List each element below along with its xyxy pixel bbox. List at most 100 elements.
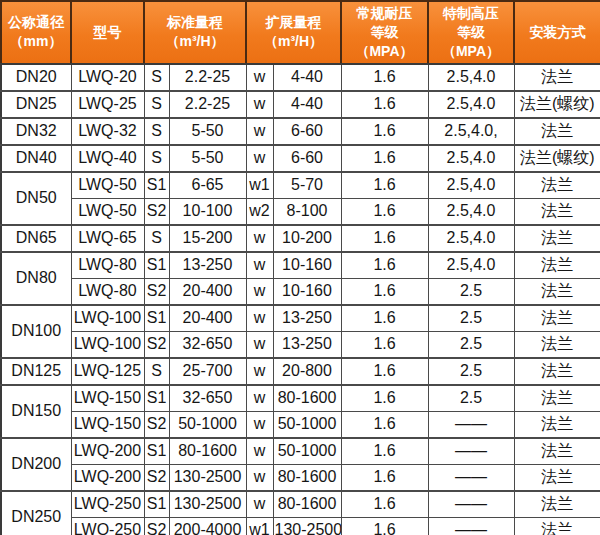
table-row: DN150 LWQ-150 S1 32-650 w 80-1600 1.6 2.…	[1, 385, 600, 412]
cell-dn: DN250	[1, 491, 71, 535]
cell-s-grade: S	[144, 91, 169, 118]
cell-w-grade: w2	[246, 198, 273, 225]
cell-pressure-high: 2.5	[428, 385, 514, 412]
cell-pressure-regular: 1.6	[341, 91, 428, 118]
table-row: DN25 LWQ-25 S 2.2-25 w 4-40 1.6 2.5,4.0 …	[1, 91, 600, 118]
cell-model: LWQ-100	[71, 331, 144, 358]
cell-w-grade: w	[246, 118, 273, 145]
table-row: DN100 LWQ-100 S1 20-400 w 13-250 1.6 2.5…	[1, 305, 600, 332]
cell-ext-range: 80-1600	[273, 385, 341, 412]
cell-dn: DN65	[1, 225, 71, 252]
cell-pressure-high: 2.5	[428, 331, 514, 358]
flowmeter-spec-table: 公称通径 （mm） 型号 标准量程 （m³/H） 扩展量程 （m³/H） 常规耐…	[0, 0, 600, 535]
cell-ext-range: 130-2500	[273, 517, 341, 535]
cell-pressure-regular: 1.6	[341, 331, 428, 358]
table-row: DN200 LWQ-200 S1 80-1600 w 50-1000 1.6 —…	[1, 438, 600, 465]
cell-model: LWQ-32	[71, 118, 144, 145]
cell-install: 法兰	[514, 118, 600, 145]
cell-s-grade: S	[144, 358, 169, 385]
cell-ext-range: 13-250	[273, 331, 341, 358]
cell-std-range: 2.2-25	[169, 64, 246, 91]
cell-s-grade: S	[144, 118, 169, 145]
cell-install: 法兰	[514, 411, 600, 438]
cell-std-range: 10-100	[169, 198, 246, 225]
cell-s-grade: S1	[144, 305, 169, 332]
cell-install: 法兰	[514, 172, 600, 199]
cell-s-grade: S1	[144, 438, 169, 465]
cell-ext-range: 50-1000	[273, 411, 341, 438]
cell-pressure-high: 2.5,4.0	[428, 198, 514, 225]
cell-std-range: 50-1000	[169, 411, 246, 438]
cell-model: LWQ-40	[71, 145, 144, 172]
table-body: DN20 LWQ-20 S 2.2-25 w 4-40 1.6 2.5,4.0 …	[1, 64, 600, 535]
cell-ext-range: 6-60	[273, 145, 341, 172]
cell-dn: DN80	[1, 252, 71, 305]
table-row: LWQ-250 S2 200-4000 w1 130-2500 1.6 —— 法…	[1, 517, 600, 535]
cell-pressure-high: 2.5	[428, 278, 514, 305]
cell-std-range: 6-65	[169, 172, 246, 199]
cell-std-range: 32-650	[169, 331, 246, 358]
cell-s-grade: S2	[144, 198, 169, 225]
table-row: DN250 LWQ-250 S1 130-2500 w 80-1600 1.6 …	[1, 491, 600, 518]
cell-install: 法兰	[514, 64, 600, 91]
cell-model: LWQ-65	[71, 225, 144, 252]
cell-pressure-regular: 1.6	[341, 198, 428, 225]
cell-pressure-regular: 1.6	[341, 64, 428, 91]
table-row: DN32 LWQ-32 S 5-50 w 6-60 1.6 2.5,4.0, 法…	[1, 118, 600, 145]
cell-dn: DN50	[1, 172, 71, 225]
cell-w-grade: w	[246, 491, 273, 518]
cell-install: 法兰(螺纹)	[514, 91, 600, 118]
cell-pressure-high: ——	[428, 438, 514, 465]
cell-pressure-high: 2.5,4.0	[428, 225, 514, 252]
cell-model: LWQ-200	[71, 464, 144, 491]
cell-ext-range: 80-1600	[273, 491, 341, 518]
cell-w-grade: w1	[246, 172, 273, 199]
cell-dn: DN200	[1, 438, 71, 491]
cell-s-grade: S1	[144, 385, 169, 412]
cell-model: LWQ-250	[71, 491, 144, 518]
cell-ext-range: 4-40	[273, 64, 341, 91]
cell-pressure-regular: 1.6	[341, 172, 428, 199]
cell-pressure-regular: 1.6	[341, 517, 428, 535]
cell-s-grade: S2	[144, 464, 169, 491]
cell-std-range: 130-2500	[169, 491, 246, 518]
cell-w-grade: w	[246, 91, 273, 118]
cell-pressure-regular: 1.6	[341, 145, 428, 172]
cell-pressure-regular: 1.6	[341, 278, 428, 305]
cell-ext-range: 10-160	[273, 252, 341, 279]
cell-w-grade: w	[246, 464, 273, 491]
cell-dn: DN150	[1, 385, 71, 438]
table-row: DN80 LWQ-80 S1 13-250 w 10-160 1.6 2.5,4…	[1, 252, 600, 279]
cell-std-range: 13-250	[169, 252, 246, 279]
cell-std-range: 2.2-25	[169, 91, 246, 118]
table-row: LWQ-150 S2 50-1000 w 50-1000 1.6 —— 法兰	[1, 411, 600, 438]
cell-ext-range: 10-160	[273, 278, 341, 305]
cell-install: 法兰	[514, 305, 600, 332]
cell-pressure-regular: 1.6	[341, 464, 428, 491]
cell-install: 法兰(螺纹)	[514, 145, 600, 172]
header-standard-range: 标准量程 （m³/H）	[144, 1, 246, 64]
cell-w-grade: w1	[246, 517, 273, 535]
cell-model: LWQ-150	[71, 385, 144, 412]
cell-install: 法兰	[514, 385, 600, 412]
cell-std-range: 32-650	[169, 385, 246, 412]
cell-install: 法兰	[514, 517, 600, 535]
table-row: LWQ-80 S2 20-400 w 10-160 1.6 2.5 法兰	[1, 278, 600, 305]
cell-pressure-high: 2.5,4.0	[428, 252, 514, 279]
cell-s-grade: S	[144, 225, 169, 252]
cell-dn: DN25	[1, 91, 71, 118]
cell-ext-range: 80-1600	[273, 464, 341, 491]
cell-ext-range: 50-1000	[273, 438, 341, 465]
cell-install: 法兰	[514, 438, 600, 465]
cell-install: 法兰	[514, 278, 600, 305]
cell-w-grade: w	[246, 358, 273, 385]
table-row: DN40 LWQ-40 S 5-50 w 6-60 1.6 2.5,4.0 法兰…	[1, 145, 600, 172]
cell-ext-range: 10-200	[273, 225, 341, 252]
cell-std-range: 200-4000	[169, 517, 246, 535]
cell-std-range: 130-2500	[169, 464, 246, 491]
cell-w-grade: w	[246, 331, 273, 358]
cell-std-range: 25-700	[169, 358, 246, 385]
cell-std-range: 15-200	[169, 225, 246, 252]
cell-s-grade: S2	[144, 278, 169, 305]
cell-model: LWQ-250	[71, 517, 144, 535]
